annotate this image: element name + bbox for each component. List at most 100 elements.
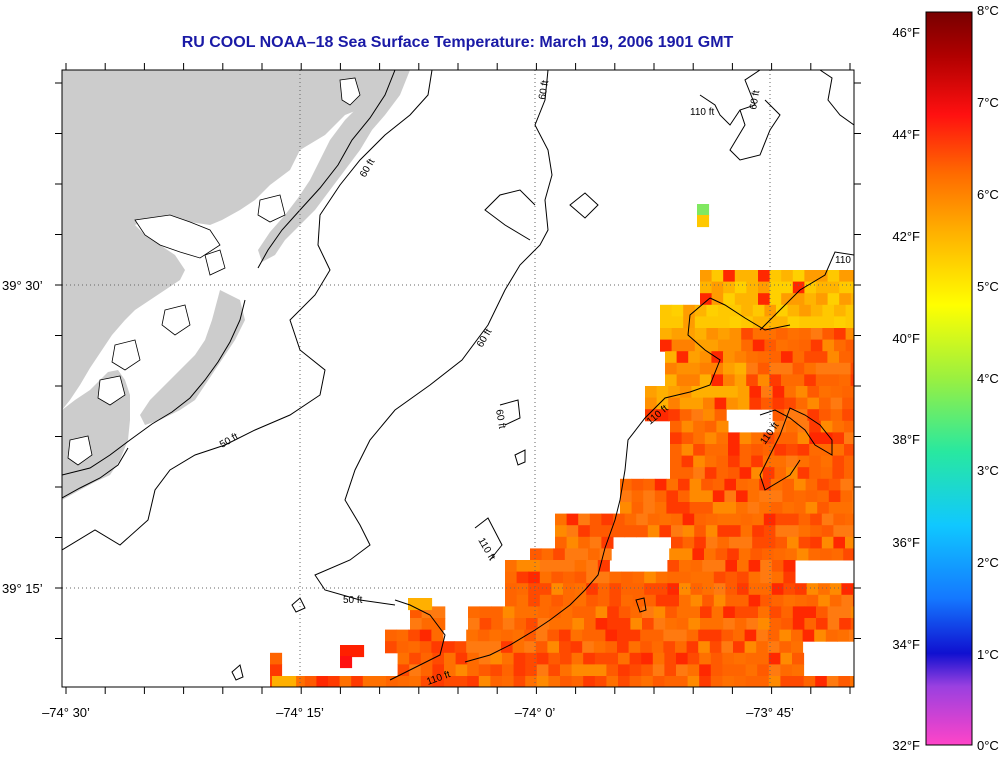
sst-cell [702,594,715,607]
sst-cell [850,293,854,306]
sst-cell [539,583,552,596]
sst-cell [770,490,783,503]
sst-cell [729,328,742,341]
sst-cell [804,374,817,387]
sst-cell [745,652,758,665]
axis-ticks [55,63,861,694]
sst-cell [792,281,805,294]
sst-cell [756,629,769,642]
sst-cell [845,304,854,317]
sst-cell [741,304,754,317]
sst-cell [817,490,830,503]
sst-cell [688,606,701,619]
colorbar-f-label: 36°F [892,535,920,550]
sst-cell [516,583,529,596]
sst-cell [560,618,573,631]
sst-cell [840,490,853,503]
sst-cell [814,629,827,642]
lon-label: –73° 45’ [746,705,794,720]
sst-cell [444,664,457,677]
sst-cell [560,606,573,619]
sst-cell [647,513,660,526]
sst-cell [644,583,657,596]
sst-cell [551,560,564,573]
sst-cell [597,583,610,596]
sst-cell [583,664,596,677]
sst-cell [827,351,840,364]
sst-cell [694,525,707,538]
sst-cell [686,629,699,642]
sst-cell [711,362,724,375]
sst-cell [606,676,619,687]
sst-cell [589,525,602,538]
sst-cell [786,420,799,433]
sst-cell [736,502,749,515]
sst-cell [791,641,804,654]
sst-cell [810,339,823,352]
sst-cell [740,525,753,538]
depth-label: 50 ft [343,595,363,606]
sst-cell [643,478,656,491]
sst-cell [526,606,539,619]
sst-cell [804,293,817,306]
sst-cell [586,594,599,607]
sst-cell [700,606,713,619]
sst-cell [792,270,805,283]
sst-cell [574,560,587,573]
sst-cell [772,386,785,399]
sst-cell [850,606,854,619]
lon-label: –74° 0’ [514,705,556,720]
sst-cell [839,606,852,619]
sst-cell [490,664,503,677]
sst-cell [654,478,667,491]
sst-cell [490,676,503,687]
sst-cell [797,467,810,480]
sst-cell [574,594,587,607]
sst-cell [666,490,679,503]
sst-cell [787,316,800,329]
sst-cell [772,409,785,422]
sst-cell [758,281,771,294]
sst-cell [844,420,854,433]
sst-cell [853,409,854,422]
sst-cell [505,571,518,584]
sst-cell [409,652,422,665]
sst-cell [850,374,854,387]
sst-cell [679,560,692,573]
sst-cell [397,652,410,665]
sst-cell [578,513,591,526]
sst-cell [683,328,696,341]
sst-cell [606,664,619,677]
sst-cell [630,618,643,631]
sst-cell [748,560,761,573]
sst-cell [820,455,833,468]
sst-cell [705,536,718,549]
sst-cell [691,386,704,399]
sst-cell [763,525,776,538]
sst-cell [502,652,515,665]
sst-cell [819,386,832,399]
sst-cell [752,513,765,526]
sst-cell [781,270,794,283]
sst-cell [432,652,445,665]
sst-cell [667,560,680,573]
sst-cell [739,432,752,445]
colorbar-f-label: 34°F [892,637,920,652]
sst-cell [807,397,820,410]
sst-cell [805,478,818,491]
sst-cell [818,594,831,607]
sst-cell [827,362,840,375]
sst-cell [570,641,583,654]
sst-cell [810,328,823,341]
sst-cell [837,629,850,642]
sst-cell [758,293,771,306]
sst-cell [688,362,701,375]
sst-cell [699,351,712,364]
sst-cell [726,397,739,410]
sst-cell [621,594,634,607]
sst-cell [700,618,713,631]
sst-cell [571,676,584,687]
sst-cell [853,594,854,607]
sst-cell [804,362,817,375]
sst-cell [722,664,735,677]
